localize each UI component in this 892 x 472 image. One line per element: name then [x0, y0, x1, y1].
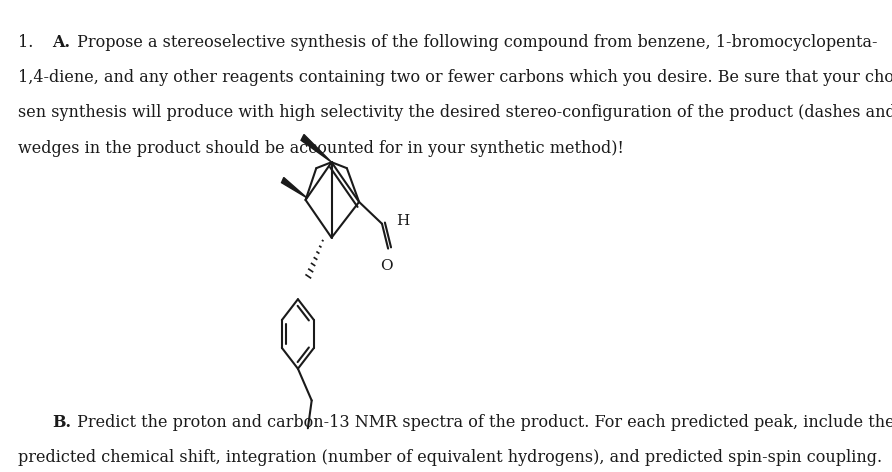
Text: wedges in the product should be accounted for in your synthetic method)!: wedges in the product should be accounte… — [19, 140, 624, 157]
Text: O: O — [380, 259, 392, 272]
Text: sen synthesis will produce with high selectivity the desired stereo-configuratio: sen synthesis will produce with high sel… — [19, 104, 892, 121]
Polygon shape — [282, 177, 307, 198]
Polygon shape — [301, 135, 332, 162]
Text: 1,4-diene, and any other reagents containing two or fewer carbons which you desi: 1,4-diene, and any other reagents contai… — [19, 69, 892, 86]
Text: Propose a stereoselective synthesis of the following compound from benzene, 1-br: Propose a stereoselective synthesis of t… — [71, 34, 877, 51]
Text: B.: B. — [53, 414, 71, 431]
Text: 1.: 1. — [19, 34, 34, 51]
Text: H: H — [396, 214, 409, 228]
Text: A.: A. — [53, 34, 70, 51]
Text: Predict the proton and carbon-13 NMR spectra of the product. For each predicted : Predict the proton and carbon-13 NMR spe… — [71, 414, 892, 431]
Text: predicted chemical shift, integration (number of equivalent hydrogens), and pred: predicted chemical shift, integration (n… — [19, 449, 882, 466]
